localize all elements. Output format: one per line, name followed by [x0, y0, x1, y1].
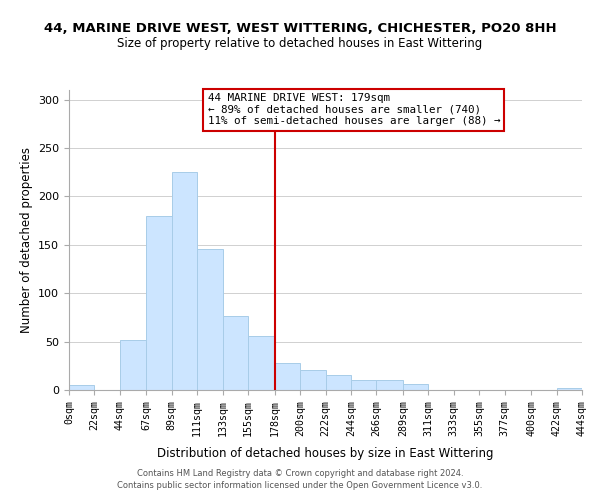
X-axis label: Distribution of detached houses by size in East Wittering: Distribution of detached houses by size …: [157, 447, 494, 460]
Bar: [197, 248, 223, 390]
Text: Contains public sector information licensed under the Open Government Licence v3: Contains public sector information licen…: [118, 481, 482, 490]
Bar: [146, 216, 172, 390]
Text: 44 MARINE DRIVE WEST: 179sqm
← 89% of detached houses are smaller (740)
11% of s: 44 MARINE DRIVE WEST: 179sqm ← 89% of de…: [208, 93, 500, 126]
Text: Contains HM Land Registry data © Crown copyright and database right 2024.: Contains HM Land Registry data © Crown c…: [137, 468, 463, 477]
Bar: [120, 340, 146, 390]
Text: Size of property relative to detached houses in East Wittering: Size of property relative to detached ho…: [118, 38, 482, 51]
Bar: [300, 370, 325, 390]
Bar: [351, 380, 376, 390]
Bar: [557, 388, 582, 390]
Bar: [325, 374, 351, 390]
Bar: [223, 316, 248, 390]
Bar: [403, 384, 428, 390]
Bar: [172, 172, 197, 390]
Bar: [248, 336, 275, 390]
Bar: [275, 363, 300, 390]
Y-axis label: Number of detached properties: Number of detached properties: [20, 147, 32, 333]
Bar: [376, 380, 403, 390]
Bar: [69, 385, 94, 390]
Text: 44, MARINE DRIVE WEST, WEST WITTERING, CHICHESTER, PO20 8HH: 44, MARINE DRIVE WEST, WEST WITTERING, C…: [44, 22, 556, 36]
